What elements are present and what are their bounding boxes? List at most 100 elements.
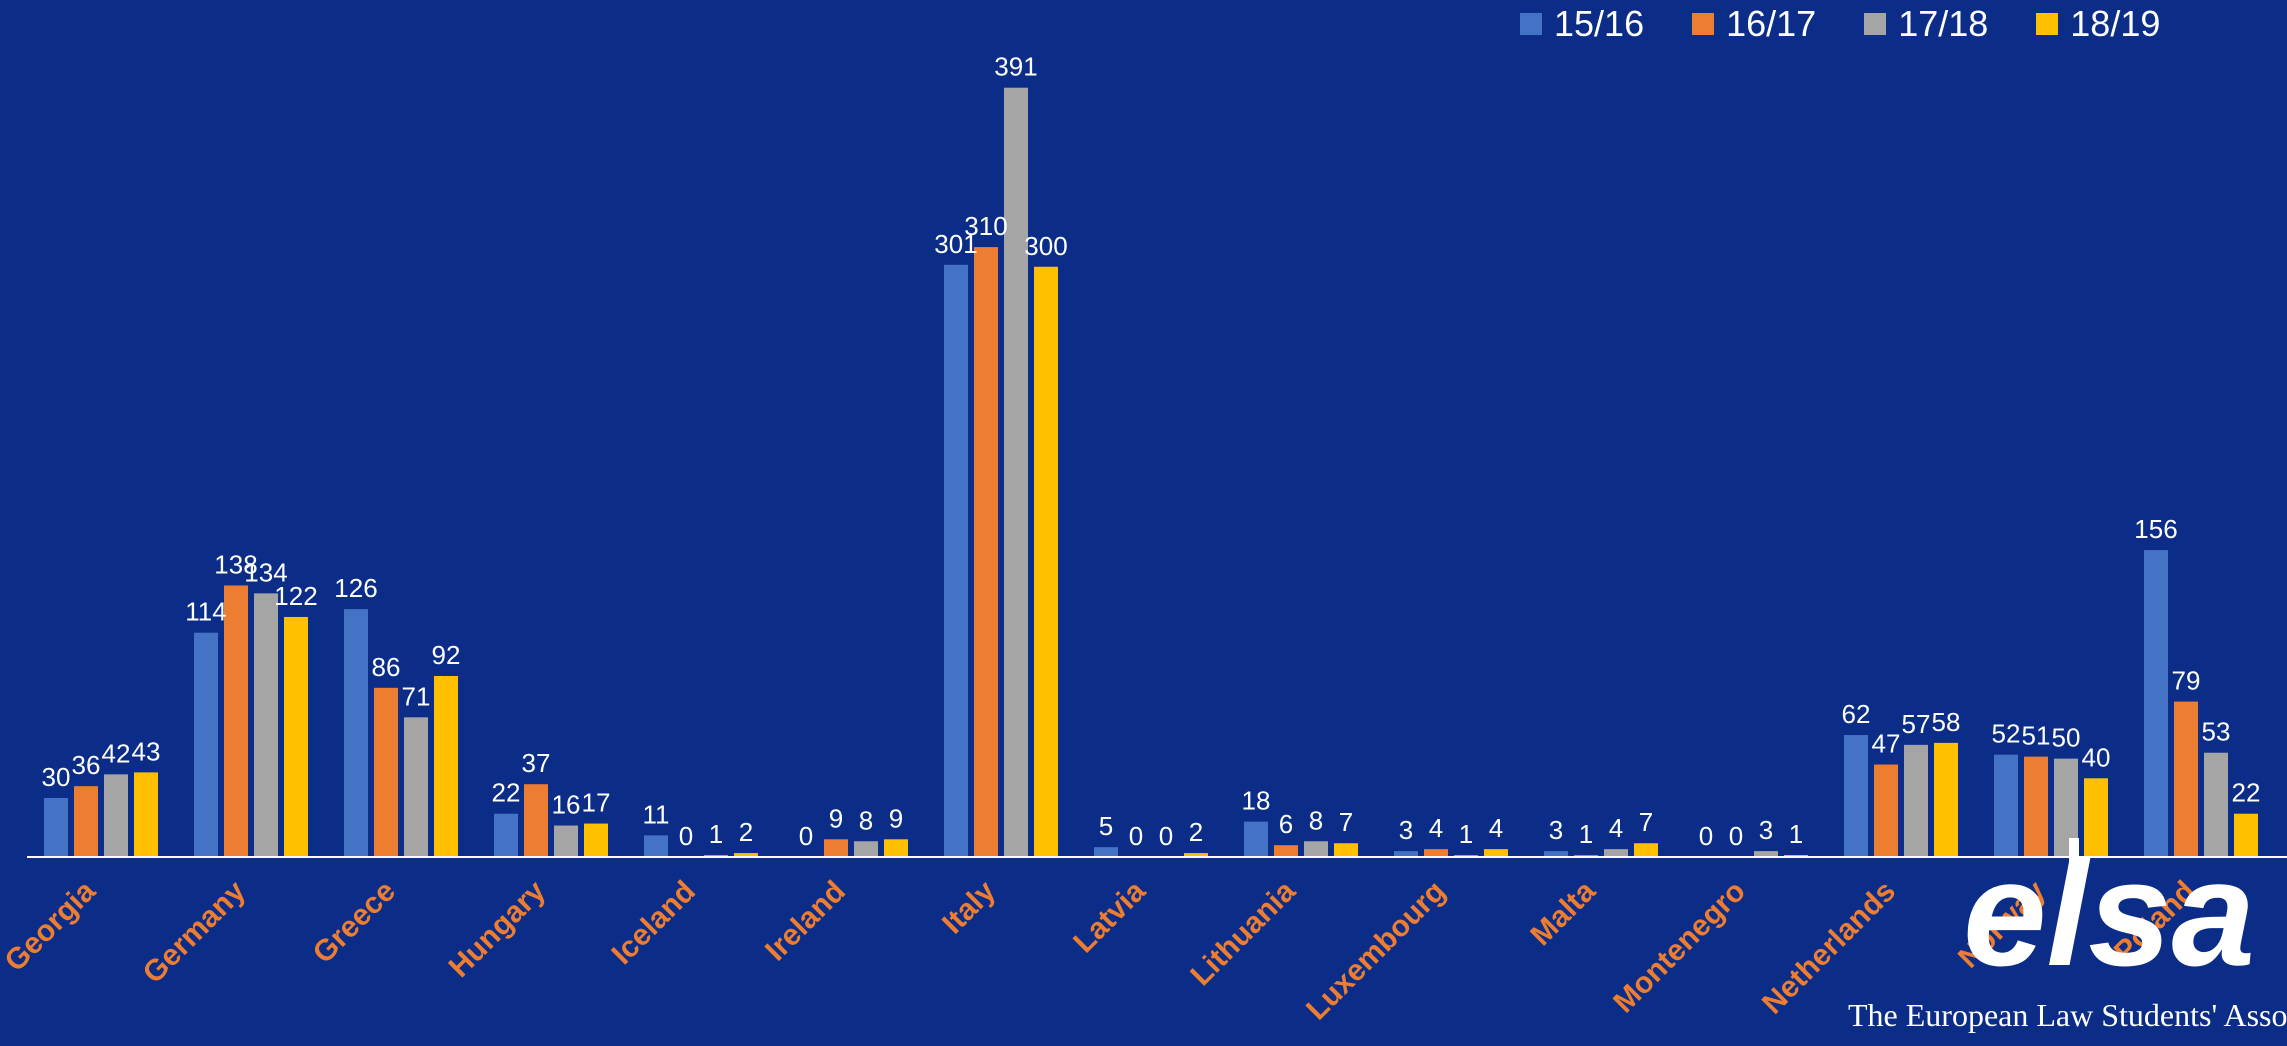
bar-greece-16-17 bbox=[374, 687, 398, 857]
value-label-norway-18-19: 40 bbox=[2082, 742, 2111, 772]
value-label-malta-18-19: 7 bbox=[1639, 807, 1653, 837]
value-label-greece-16-17: 86 bbox=[372, 652, 401, 682]
bar-malta-15-16 bbox=[1544, 851, 1568, 857]
value-label-hungary-18-19: 17 bbox=[582, 788, 611, 818]
bar-norway-15-16 bbox=[1994, 754, 2018, 857]
bar-netherlands-17-18 bbox=[1904, 744, 1928, 857]
value-label-georgia-18-19: 43 bbox=[132, 736, 161, 766]
value-label-greece-17-18: 71 bbox=[402, 681, 431, 711]
value-label-malta-15-16: 3 bbox=[1549, 815, 1563, 845]
value-label-netherlands-18-19: 58 bbox=[1932, 707, 1961, 737]
bar-luxembourg-15-16 bbox=[1394, 851, 1418, 857]
bar-lithuania-18-19 bbox=[1334, 843, 1358, 857]
value-label-latvia-16-17: 0 bbox=[1129, 821, 1143, 851]
legend-swatch bbox=[1520, 13, 1542, 35]
value-label-poland-15-16: 156 bbox=[2134, 514, 2177, 544]
bar-georgia-18-19 bbox=[134, 772, 158, 857]
value-label-latvia-15-16: 5 bbox=[1099, 811, 1113, 841]
bar-ireland-18-19 bbox=[884, 839, 908, 857]
logo-mark-bar bbox=[2069, 838, 2079, 874]
bar-germany-17-18 bbox=[254, 593, 278, 857]
legend-label: 15/16 bbox=[1554, 3, 1645, 44]
category-label-hungary: Hungary bbox=[443, 874, 553, 984]
value-label-norway-16-17: 51 bbox=[2022, 721, 2051, 751]
bar-lithuania-15-16 bbox=[1244, 821, 1268, 857]
bars-layer bbox=[44, 87, 2258, 858]
bar-georgia-15-16 bbox=[44, 797, 68, 857]
bar-greece-18-19 bbox=[434, 675, 458, 857]
bar-germany-18-19 bbox=[284, 616, 308, 857]
value-label-ireland-16-17: 9 bbox=[829, 803, 843, 833]
bar-latvia-15-16 bbox=[1094, 847, 1118, 857]
value-label-montenegro-15-16: 0 bbox=[1699, 821, 1713, 851]
category-label-italy: Italy bbox=[936, 874, 1002, 940]
bar-malta-17-18 bbox=[1604, 849, 1628, 857]
value-label-ireland-17-18: 8 bbox=[859, 805, 873, 835]
bar-italy-17-18 bbox=[1004, 87, 1028, 857]
value-label-montenegro-18-19: 1 bbox=[1789, 819, 1803, 849]
value-label-italy-16-17: 310 bbox=[964, 211, 1007, 241]
value-label-greece-18-19: 92 bbox=[432, 640, 461, 670]
value-label-lithuania-16-17: 6 bbox=[1279, 809, 1293, 839]
value-label-lithuania-15-16: 18 bbox=[1242, 786, 1271, 816]
value-label-hungary-17-18: 16 bbox=[552, 790, 581, 820]
value-label-malta-17-18: 4 bbox=[1609, 813, 1623, 843]
bar-hungary-18-19 bbox=[584, 823, 608, 857]
elsa-logo: elsa bbox=[1963, 829, 2255, 997]
bar-lithuania-17-18 bbox=[1304, 841, 1328, 857]
value-label-netherlands-15-16: 62 bbox=[1842, 699, 1871, 729]
legend-item-18-19: 18/19 bbox=[2036, 3, 2160, 45]
legend-swatch bbox=[2036, 13, 2059, 35]
bar-norway-18-19 bbox=[2084, 778, 2108, 857]
bar-ireland-17-18 bbox=[854, 841, 878, 857]
bar-netherlands-15-16 bbox=[1844, 735, 1868, 857]
value-label-luxembourg-16-17: 4 bbox=[1429, 813, 1443, 843]
value-label-poland-16-17: 79 bbox=[2172, 666, 2201, 696]
category-label-georgia: Georgia bbox=[0, 874, 102, 978]
bar-greece-15-16 bbox=[344, 609, 368, 857]
bar-germany-16-17 bbox=[224, 585, 248, 857]
value-label-hungary-15-16: 22 bbox=[492, 778, 521, 808]
bar-poland-17-18 bbox=[2204, 752, 2228, 857]
legend-swatch bbox=[1864, 13, 1887, 35]
bar-iceland-18-19 bbox=[734, 853, 758, 857]
value-label-germany-18-19: 122 bbox=[274, 581, 317, 611]
bar-norway-16-17 bbox=[2024, 756, 2048, 857]
category-label-greece: Greece bbox=[307, 875, 402, 970]
bar-latvia-18-19 bbox=[1184, 853, 1208, 857]
bar-luxembourg-18-19 bbox=[1484, 849, 1508, 857]
value-label-poland-18-19: 22 bbox=[2232, 778, 2261, 808]
value-label-italy-18-19: 300 bbox=[1024, 231, 1067, 261]
bar-ireland-16-17 bbox=[824, 839, 848, 857]
value-label-iceland-18-19: 2 bbox=[739, 817, 753, 847]
value-label-germany-15-16: 114 bbox=[185, 597, 226, 627]
value-label-poland-17-18: 53 bbox=[2202, 717, 2231, 747]
value-label-luxembourg-15-16: 3 bbox=[1399, 815, 1413, 845]
value-label-luxembourg-18-19: 4 bbox=[1489, 813, 1503, 843]
legend-label: 16/17 bbox=[1726, 3, 1817, 44]
category-label-lithuania: Lithuania bbox=[1184, 874, 1302, 992]
legend-item-17-18: 17/18 bbox=[1864, 3, 1988, 45]
value-label-hungary-16-17: 37 bbox=[522, 748, 551, 778]
value-label-lithuania-18-19: 7 bbox=[1339, 807, 1353, 837]
value-label-italy-15-16: 301 bbox=[934, 229, 977, 259]
legend-label: 18/19 bbox=[2070, 3, 2161, 44]
value-label-latvia-17-18: 0 bbox=[1159, 821, 1173, 851]
bar-italy-16-17 bbox=[974, 247, 998, 857]
category-label-montenegro: Montenegro bbox=[1607, 875, 1752, 1020]
bar-poland-18-19 bbox=[2234, 813, 2258, 857]
category-label-latvia: Latvia bbox=[1067, 874, 1152, 959]
footer-organization-name: The European Law Students' Asso bbox=[1848, 997, 2287, 1033]
bar-iceland-15-16 bbox=[644, 835, 668, 857]
bar-poland-16-17 bbox=[2174, 701, 2198, 857]
value-label-netherlands-17-18: 57 bbox=[1902, 709, 1931, 739]
category-label-luxembourg: Luxembourg bbox=[1300, 875, 1452, 1027]
value-label-ireland-15-16: 0 bbox=[799, 821, 813, 851]
category-label-iceland: Iceland bbox=[606, 875, 702, 971]
value-label-norway-15-16: 52 bbox=[1992, 719, 2021, 749]
bar-netherlands-16-17 bbox=[1874, 764, 1898, 857]
value-label-georgia-15-16: 30 bbox=[42, 762, 71, 792]
value-label-greece-15-16: 126 bbox=[334, 573, 377, 603]
legend-item-16-17: 16/17 bbox=[1692, 3, 1816, 45]
